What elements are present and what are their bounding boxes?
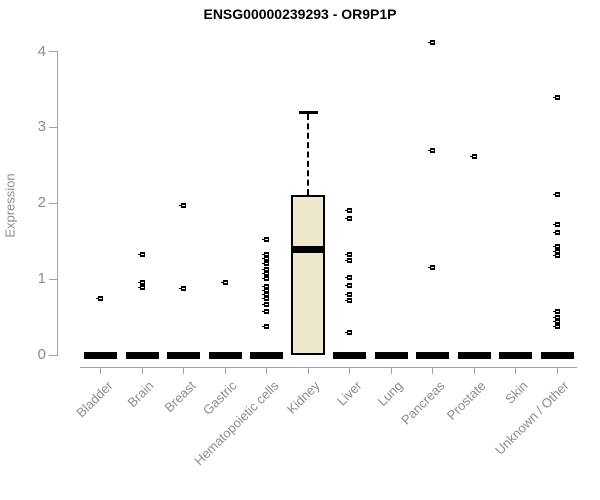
data-point-brain: [137, 251, 145, 257]
median-kidney: [291, 246, 326, 254]
data-point-hematopoietic-cells: [262, 237, 270, 243]
data-point-unknown-other: [552, 192, 560, 198]
box-collapsed-brain: [125, 351, 159, 359]
y-tick-label-3: 3: [37, 118, 46, 136]
box-collapsed-bladder: [84, 351, 118, 359]
y-tick-label-2: 2: [37, 194, 46, 212]
data-point-prostate: [469, 153, 477, 159]
x-tick-unknown-other: [556, 368, 558, 374]
data-point-brain: [137, 280, 145, 286]
data-point-pancreas: [428, 39, 436, 45]
y-tick-4: [49, 51, 57, 53]
x-tick-brain: [141, 368, 143, 374]
data-point-hematopoietic-cells: [262, 251, 270, 257]
x-tick-breast: [183, 368, 185, 374]
data-point-unknown-other: [552, 230, 560, 236]
data-point-liver: [345, 208, 353, 214]
data-point-brain: [137, 284, 145, 290]
whisker-cap-kidney: [298, 110, 318, 114]
data-point-liver: [345, 251, 353, 257]
x-tick-lung: [390, 368, 392, 374]
y-tick-2: [49, 202, 57, 204]
x-tick-bladder: [100, 368, 102, 374]
whisker-kidney: [307, 113, 310, 195]
box-collapsed-prostate: [457, 351, 491, 359]
data-point-hematopoietic-cells: [262, 260, 270, 266]
data-point-liver: [345, 329, 353, 335]
box-collapsed-breast: [167, 351, 201, 359]
box-kidney: [291, 194, 326, 355]
x-tick-hematopoietic-cells: [266, 368, 268, 374]
data-point-bladder: [96, 295, 104, 301]
y-tick-3: [49, 126, 57, 128]
data-point-unknown-other: [552, 95, 560, 101]
x-tick-pancreas: [432, 368, 434, 374]
x-tick-liver: [349, 368, 351, 374]
data-point-hematopoietic-cells: [262, 323, 270, 329]
y-tick-label-4: 4: [37, 42, 46, 60]
data-point-hematopoietic-cells: [262, 308, 270, 314]
data-point-unknown-other: [552, 222, 560, 228]
data-point-hematopoietic-cells: [262, 302, 270, 308]
chart-title: ENSG00000239293 - OR9P1P: [203, 6, 397, 22]
box-collapsed-unknown-other: [540, 351, 574, 359]
data-point-liver: [345, 258, 353, 264]
box-collapsed-liver: [333, 351, 367, 359]
data-point-pancreas: [428, 148, 436, 154]
x-tick-skin: [515, 368, 517, 374]
data-point-hematopoietic-cells: [262, 295, 270, 301]
data-point-unknown-other: [552, 324, 560, 330]
data-point-hematopoietic-cells: [262, 288, 270, 294]
data-point-hematopoietic-cells: [262, 284, 270, 290]
y-tick-0: [49, 354, 57, 356]
x-tick-prostate: [473, 368, 475, 374]
box-collapsed-lung: [374, 351, 408, 359]
data-point-liver: [345, 275, 353, 281]
data-point-hematopoietic-cells: [262, 291, 270, 297]
data-point-pancreas: [428, 265, 436, 271]
y-axis-line: [57, 51, 58, 356]
data-point-unknown-other: [552, 244, 560, 250]
data-point-liver: [345, 215, 353, 221]
data-point-breast: [179, 285, 187, 291]
y-tick-1: [49, 278, 57, 280]
box-collapsed-hematopoietic-cells: [250, 351, 284, 359]
data-point-liver: [345, 297, 353, 303]
data-point-unknown-other: [552, 248, 560, 254]
x-tick-kidney: [307, 368, 309, 374]
box-collapsed-pancreas: [416, 351, 450, 359]
box-collapsed-skin: [499, 351, 533, 359]
data-point-unknown-other: [552, 319, 560, 325]
y-tick-label-0: 0: [37, 346, 46, 363]
data-point-hematopoietic-cells: [262, 266, 270, 272]
data-point-breast: [179, 203, 187, 209]
data-point-unknown-other: [552, 253, 560, 259]
x-tick-gastric: [224, 368, 226, 374]
x-axis-line: [80, 367, 577, 368]
y-tick-label-1: 1: [37, 270, 46, 288]
data-point-liver: [345, 283, 353, 289]
data-point-hematopoietic-cells: [262, 271, 270, 277]
data-point-gastric: [220, 279, 228, 285]
box-collapsed-gastric: [208, 351, 242, 359]
data-point-unknown-other: [552, 314, 560, 320]
data-point-hematopoietic-cells: [262, 256, 270, 262]
data-point-hematopoietic-cells: [262, 275, 270, 281]
data-point-liver: [345, 291, 353, 297]
data-point-unknown-other: [552, 309, 560, 315]
